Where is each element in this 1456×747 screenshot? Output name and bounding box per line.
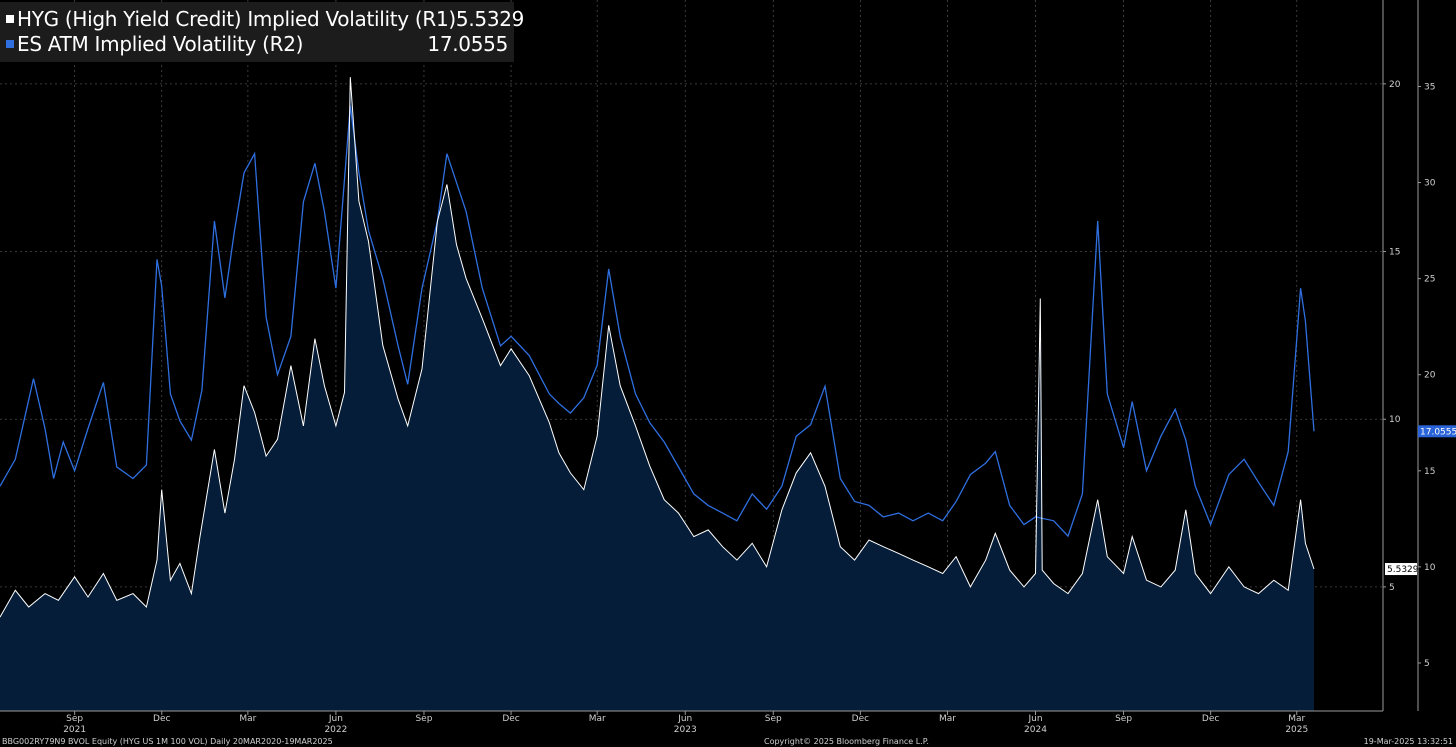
r2-tick-label: 10 — [1424, 563, 1436, 573]
x-tick-label: Sep — [765, 714, 782, 724]
x-tick-label: Sep — [415, 714, 432, 724]
legend: HYG (High Yield Credit) Implied Volatili… — [0, 2, 524, 62]
r2-tick-label: 20 — [1424, 371, 1436, 381]
x-axis: Sep Dec Mar Jun Sep Dec Mar Jun Sep Dec Mar Jun Sep D… — [63, 711, 1308, 735]
r1-axis: 5 10 15 20 — [1383, 80, 1401, 593]
legend-row-es: ES ATM Implied Volatility (R2) 17.0555 — [6, 31, 508, 56]
footer-timestamp: 19-Mar-2025 13:32:51 — [1363, 737, 1453, 746]
legend-row-hyg: HYG (High Yield Credit) Implied Volatili… — [6, 6, 524, 31]
legend-value-es: 17.0555 — [427, 31, 508, 56]
legend-swatch-es — [6, 39, 14, 48]
x-tick-label: Sep — [66, 714, 83, 724]
x-year-label: 2022 — [324, 725, 347, 735]
r2-tick-label: 5 — [1424, 659, 1430, 669]
legend-swatch-hyg — [6, 14, 14, 23]
hyg-area-fill — [0, 77, 1314, 712]
legend-value-hyg: 5.5329 — [455, 6, 525, 31]
hyg-line — [0, 77, 1315, 618]
es-line — [0, 105, 1315, 538]
x-tick-label: Jun — [1027, 714, 1042, 724]
x-tick-label: Mar — [939, 714, 956, 724]
r2-tick-label: 25 — [1424, 275, 1435, 285]
legend-name-hyg: HYG (High Yield Credit) Implied Volatili… — [17, 6, 456, 31]
x-tick-label: Dec — [502, 714, 519, 724]
r1-tick-label: 15 — [1389, 248, 1400, 258]
x-tick-label: Dec — [852, 714, 869, 724]
x-tick-label: Sep — [1115, 714, 1132, 724]
x-tick-label: Dec — [153, 714, 170, 724]
es-last-tag-bg — [1418, 425, 1456, 438]
r2-tick-label: 35 — [1424, 82, 1435, 92]
x-year-label: 2023 — [674, 725, 697, 735]
footer-copyright: Copyright© 2025 Bloomberg Finance L.P. — [764, 737, 929, 746]
r2-axis: 5 10 15 20 25 30 35 — [1418, 82, 1436, 669]
x-year-label: 2021 — [63, 725, 86, 735]
r2-tick-label: 15 — [1424, 467, 1435, 477]
x-tick-label: Jun — [677, 714, 692, 724]
footer-source: BBG002RY79N9 BVOL Equity (HYG US 1M 100 … — [2, 737, 333, 746]
x-tick-label: Mar — [239, 714, 256, 724]
x-tick-label: Jun — [328, 714, 343, 724]
last-value-tags: 17.0555 5.5329 — [1385, 425, 1456, 576]
hyg-last-tag-label: 5.5329 — [1387, 565, 1419, 575]
x-tick-label: Mar — [589, 714, 606, 724]
r1-tick-label: 20 — [1389, 80, 1401, 90]
legend-name-es: ES ATM Implied Volatility (R2) — [17, 31, 304, 56]
r1-tick-label: 10 — [1389, 415, 1401, 425]
x-tick-label: Mar — [1288, 714, 1305, 724]
hyg-last-tag-bg — [1385, 563, 1417, 576]
x-year-label: 2025 — [1285, 725, 1308, 735]
x-year-label: 2024 — [1024, 725, 1047, 735]
es-last-tag-label: 17.0555 — [1420, 427, 1456, 437]
x-tick-label: Dec — [1202, 714, 1219, 724]
r1-tick-label: 5 — [1389, 583, 1395, 593]
r2-tick-label: 30 — [1424, 179, 1436, 189]
